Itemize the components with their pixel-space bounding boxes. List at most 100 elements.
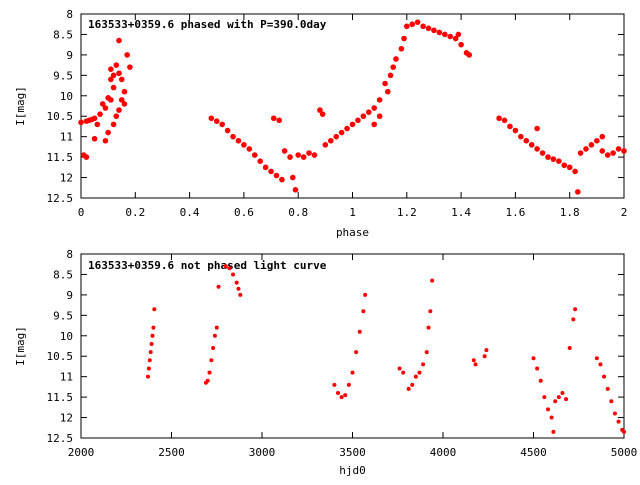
data-point bbox=[346, 382, 351, 387]
data-point bbox=[127, 64, 133, 70]
data-point bbox=[336, 391, 341, 396]
y-tick-label: 9 bbox=[66, 289, 73, 302]
data-point bbox=[118, 76, 125, 83]
chart-panel-2: 2000 2500 3000 3500 4000 4500 5000 8 8.5 9 9.5 10 10… bbox=[14, 248, 637, 477]
data-point bbox=[124, 52, 130, 58]
y-tick-label: 12.5 bbox=[47, 192, 74, 205]
y-tick-label: 12 bbox=[60, 172, 73, 185]
x-tick-label: 1.6 bbox=[505, 206, 525, 219]
data-point bbox=[528, 142, 535, 148]
x-tick-label: 2000 bbox=[68, 446, 95, 459]
chart-title: 163533+0359.6 phased with P=390.0day bbox=[88, 18, 327, 31]
y-tick-label: 10.5 bbox=[47, 350, 74, 363]
data-point bbox=[338, 129, 345, 136]
data-point bbox=[268, 168, 274, 175]
data-point bbox=[609, 399, 614, 404]
data-point bbox=[223, 264, 228, 269]
data-point bbox=[108, 97, 114, 103]
data-point bbox=[430, 278, 435, 283]
x-tick-label: 3000 bbox=[249, 446, 276, 459]
data-point bbox=[110, 84, 117, 91]
data-point bbox=[145, 374, 150, 379]
data-point bbox=[622, 429, 626, 434]
data-point bbox=[382, 80, 388, 87]
data-point bbox=[146, 366, 151, 371]
data-point bbox=[113, 113, 120, 120]
data-point bbox=[534, 146, 540, 152]
data-point bbox=[542, 395, 547, 400]
x-tick-label: 3500 bbox=[339, 446, 366, 459]
y-tick-label: 8 bbox=[66, 8, 73, 21]
data-point bbox=[387, 72, 394, 79]
data-point bbox=[281, 148, 288, 154]
data-point bbox=[99, 101, 106, 107]
data-point bbox=[152, 307, 157, 312]
x-tick-label: 1.2 bbox=[397, 206, 417, 219]
data-point bbox=[273, 172, 280, 179]
data-point bbox=[621, 148, 627, 154]
data-point bbox=[426, 325, 431, 330]
data-point bbox=[105, 129, 111, 136]
data-point bbox=[424, 350, 429, 355]
data-point bbox=[227, 266, 232, 271]
data-point bbox=[452, 35, 459, 42]
data-point bbox=[295, 152, 302, 158]
data-point bbox=[447, 33, 454, 40]
data-point bbox=[343, 393, 348, 398]
data-point bbox=[398, 45, 405, 52]
chart-title: 163533+0359.6 not phased light curve bbox=[88, 259, 327, 272]
data-point bbox=[216, 284, 221, 289]
data-point bbox=[604, 152, 611, 158]
data-point bbox=[207, 370, 212, 375]
data-point bbox=[518, 133, 524, 140]
data-point bbox=[94, 121, 101, 128]
data-point bbox=[214, 325, 219, 330]
data-point bbox=[279, 176, 285, 183]
data-point bbox=[414, 19, 421, 25]
data-point bbox=[397, 366, 402, 371]
data-point bbox=[300, 154, 307, 160]
data-point bbox=[355, 117, 361, 124]
data-point bbox=[224, 127, 231, 134]
x-tick-label: 0.4 bbox=[180, 206, 200, 219]
x-tick-label: 4500 bbox=[520, 446, 547, 459]
y-tick-label: 9.5 bbox=[53, 309, 73, 322]
data-point bbox=[602, 374, 607, 379]
data-point bbox=[241, 142, 247, 148]
data-point bbox=[376, 113, 383, 120]
data-point bbox=[594, 356, 599, 361]
data-point bbox=[333, 133, 340, 140]
data-point bbox=[442, 31, 448, 38]
data-point bbox=[151, 325, 156, 330]
y-tick-label: 11.5 bbox=[47, 391, 74, 404]
data-point bbox=[436, 29, 443, 36]
data-point bbox=[428, 309, 433, 314]
data-point bbox=[339, 395, 344, 400]
data-point bbox=[471, 358, 476, 363]
data-point bbox=[572, 168, 578, 175]
data-point bbox=[211, 346, 216, 351]
data-point bbox=[317, 107, 323, 113]
y-tick-label: 9.5 bbox=[53, 69, 73, 82]
data-point bbox=[561, 162, 568, 169]
x-axis-label: phase bbox=[336, 226, 369, 239]
data-point bbox=[235, 137, 242, 144]
data-point bbox=[121, 101, 128, 107]
data-point bbox=[311, 152, 318, 158]
data-point bbox=[406, 386, 411, 391]
x-tick-label: 0.8 bbox=[288, 206, 308, 219]
x-tick-label: 1.8 bbox=[560, 206, 580, 219]
data-point bbox=[110, 121, 117, 128]
data-point bbox=[376, 97, 383, 103]
data-point bbox=[116, 37, 122, 44]
data-point bbox=[108, 76, 114, 83]
data-point bbox=[332, 382, 337, 387]
data-point bbox=[583, 146, 589, 152]
plot-frame bbox=[80, 13, 625, 199]
data-point bbox=[371, 105, 378, 111]
data-point bbox=[598, 362, 603, 367]
data-point bbox=[83, 154, 90, 160]
data-point bbox=[507, 123, 513, 130]
data-point bbox=[205, 378, 210, 383]
data-point bbox=[251, 152, 258, 158]
